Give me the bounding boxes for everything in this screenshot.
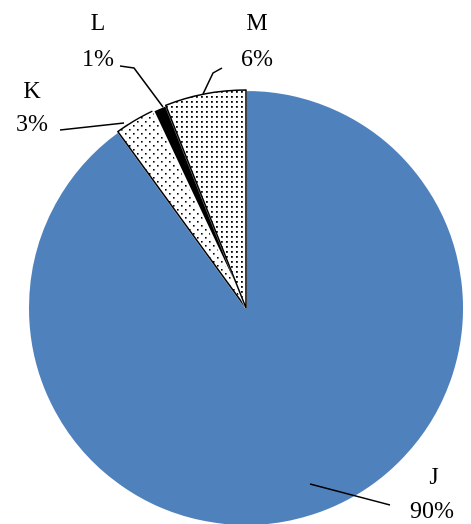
slice-label-m-percent: 6% bbox=[241, 46, 273, 72]
slice-label-m-name: M bbox=[246, 10, 267, 36]
slice-label-k-name: K bbox=[23, 78, 41, 104]
pie-slice-m bbox=[165, 89, 247, 309]
leader-line-k bbox=[59, 122, 125, 131]
slice-label-l-percent: 1% bbox=[82, 46, 114, 72]
leader-line-l bbox=[119, 65, 164, 108]
leader-line-m bbox=[202, 67, 223, 95]
slice-label-j-percent: 90% bbox=[410, 498, 454, 524]
pie-slice-j bbox=[27, 89, 465, 524]
slice-label-k-percent: 3% bbox=[16, 111, 48, 137]
slice-label-j-name: J bbox=[429, 464, 438, 490]
leader-line-j bbox=[309, 483, 391, 506]
slice-label-l-name: L bbox=[91, 10, 106, 36]
